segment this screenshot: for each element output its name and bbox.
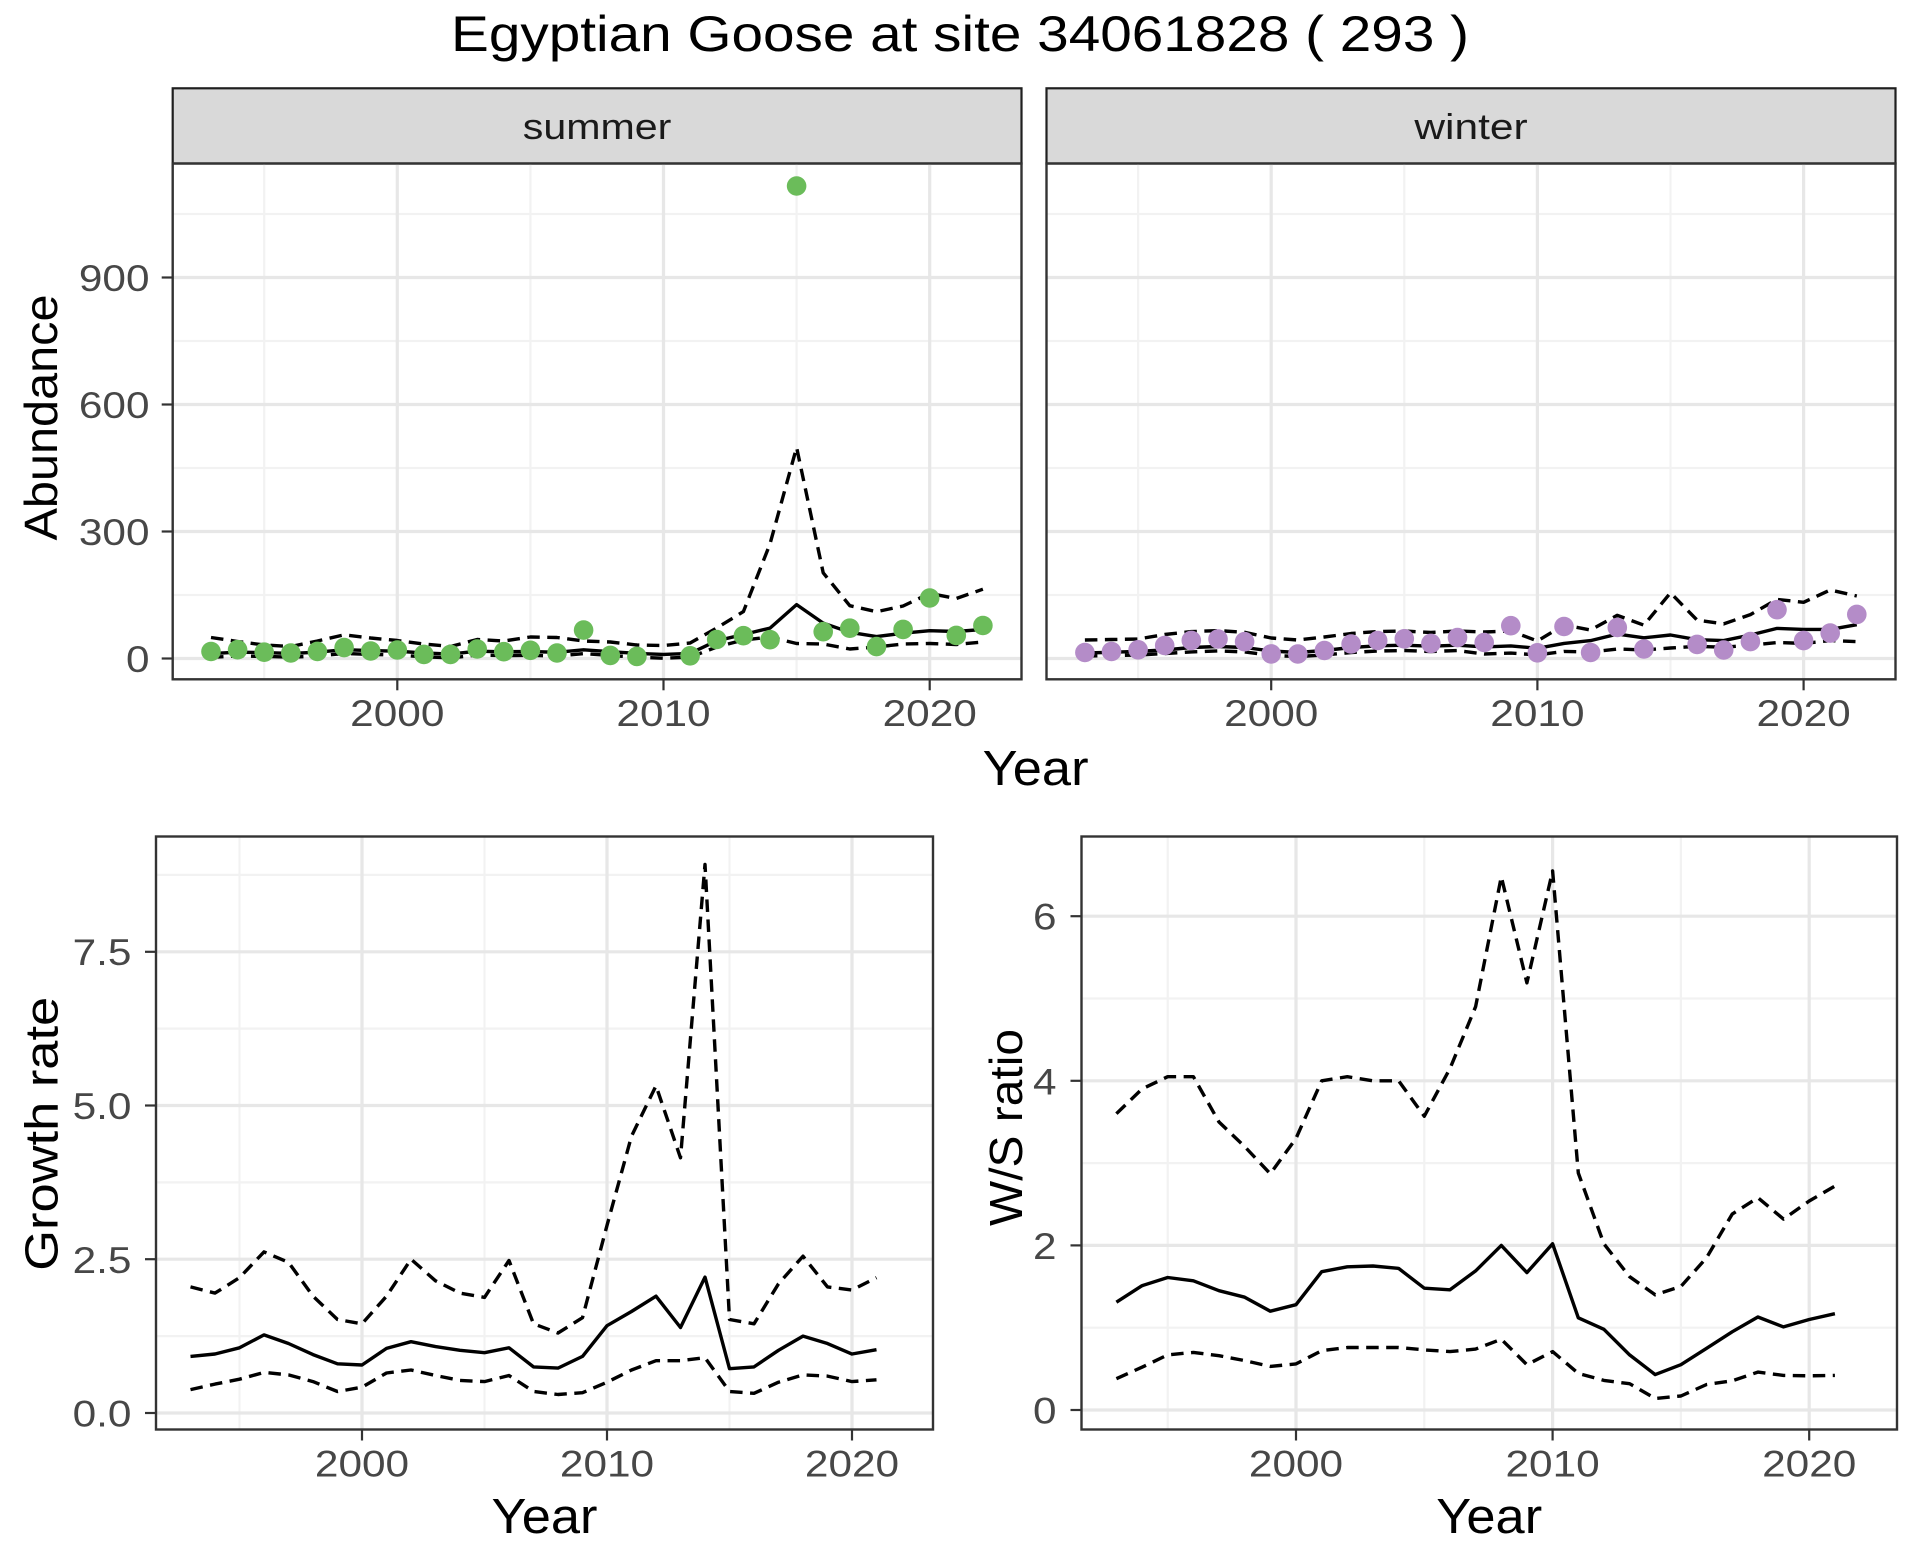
svg-text:2.5: 2.5 (73, 1240, 132, 1281)
svg-text:5.0: 5.0 (73, 1086, 132, 1127)
svg-text:4: 4 (1033, 1061, 1057, 1102)
svg-text:900: 900 (79, 258, 150, 299)
svg-text:2: 2 (1033, 1226, 1057, 1267)
svg-text:2010: 2010 (560, 1444, 654, 1485)
svg-text:2020: 2020 (883, 693, 977, 734)
svg-text:Egyptian Goose at site 3406182: Egyptian Goose at site 34061828 ( 293 ) (451, 5, 1469, 62)
svg-text:2010: 2010 (1506, 1444, 1600, 1485)
svg-text:0: 0 (1033, 1391, 1057, 1432)
svg-text:summer: summer (523, 106, 672, 147)
svg-text:Year: Year (1436, 1489, 1542, 1544)
svg-text:Growth rate: Growth rate (16, 997, 68, 1271)
svg-text:2020: 2020 (1757, 693, 1851, 734)
svg-text:2000: 2000 (1249, 1444, 1343, 1485)
svg-text:2000: 2000 (315, 1444, 409, 1485)
svg-text:7.5: 7.5 (73, 932, 132, 973)
svg-text:Year: Year (492, 1489, 598, 1544)
svg-text:600: 600 (79, 385, 150, 426)
svg-text:2020: 2020 (805, 1444, 899, 1485)
svg-text:Year: Year (983, 741, 1089, 796)
svg-text:winter: winter (1413, 106, 1527, 147)
svg-text:2000: 2000 (1224, 693, 1318, 734)
svg-text:Abundance: Abundance (15, 295, 67, 541)
svg-text:300: 300 (79, 512, 150, 553)
svg-text:W/S ratio: W/S ratio (980, 1029, 1032, 1226)
svg-text:2020: 2020 (1762, 1444, 1856, 1485)
svg-text:2010: 2010 (1490, 693, 1584, 734)
svg-text:6: 6 (1033, 897, 1057, 938)
svg-text:2010: 2010 (616, 693, 710, 734)
svg-text:0: 0 (126, 639, 150, 680)
svg-text:0.0: 0.0 (73, 1394, 132, 1435)
svg-text:2000: 2000 (350, 693, 444, 734)
